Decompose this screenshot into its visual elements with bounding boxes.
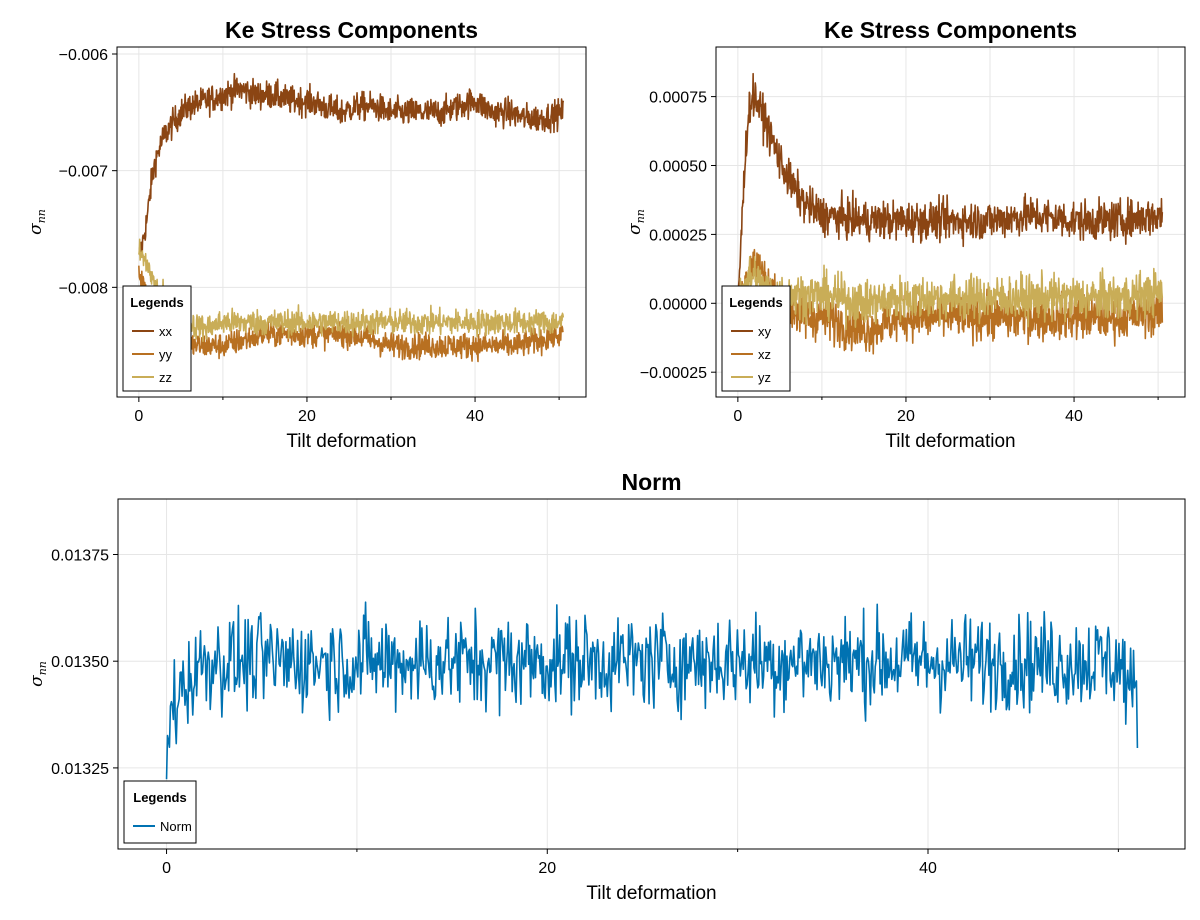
legend-box: [123, 780, 197, 844]
x-tick-label: 40: [466, 408, 484, 425]
x-tick-label: 0: [733, 408, 742, 425]
y-tick-label: 0.00000: [649, 296, 707, 313]
series-line-Norm: [165, 601, 1139, 780]
y-tick-label: −0.00025: [640, 365, 707, 382]
legend: Legends xx yy zz: [122, 285, 192, 392]
plot-frame: [715, 46, 1186, 398]
y-tick-label: 0.01375: [51, 547, 109, 564]
x-tick-label: 40: [1065, 408, 1083, 425]
legend-title: Legends: [729, 295, 782, 310]
chart-title: Ke Stress Components: [824, 17, 1077, 43]
legend-label-xx: xx: [159, 324, 173, 339]
y-tick-label: 0.00025: [649, 227, 707, 244]
chart-title: Ke Stress Components: [225, 17, 478, 43]
y-tick-label: −0.008: [59, 280, 108, 297]
legend-label-xy: xy: [758, 324, 772, 339]
legend-label-yy: yy: [159, 347, 173, 362]
legend-box: [122, 285, 192, 392]
y-tick-label: −0.006: [59, 47, 108, 64]
y-axis-label: σnn: [26, 209, 48, 235]
series-line-yy: [138, 265, 564, 363]
legend: Legends Norm: [123, 780, 197, 844]
x-tick-label: 20: [538, 860, 556, 877]
series-line-zz: [138, 238, 565, 343]
legend-title: Legends: [130, 295, 183, 310]
chart-panel-1: 0 20 40 −0.006 −0.007 −0.008 Ke Stress Compone…: [26, 17, 587, 452]
plot-area: [165, 601, 1139, 780]
legend-label-xz: xz: [758, 347, 771, 362]
plot-area: [138, 72, 565, 363]
x-tick-label: 40: [919, 860, 937, 877]
x-axis-label: Tilt deformation: [286, 431, 416, 452]
x-tick-label: 0: [134, 408, 143, 425]
y-tick-label: 0.00075: [649, 90, 707, 107]
legend-label-Norm: Norm: [160, 819, 192, 834]
y-axis-label: σnn: [625, 209, 647, 235]
y-tick-label: −0.007: [59, 164, 108, 181]
x-axis-label: Tilt deformation: [586, 883, 716, 904]
y-tick-label: 0.00050: [649, 159, 707, 176]
x-tick-label: 20: [298, 408, 316, 425]
legend-title: Legends: [133, 790, 186, 805]
series-line-yz: [737, 255, 1164, 331]
chart-panel-2: 0 20 40 0.00075 0.00050 0.00025 0.00000 −0.0002…: [625, 17, 1186, 452]
series-line-xy: [737, 72, 1164, 303]
legend-label-zz: zz: [159, 370, 172, 385]
plot-frame: [117, 498, 1186, 850]
plot-area: [737, 72, 1164, 355]
legend: Legends xy xz yz: [721, 285, 791, 392]
x-tick-label: 0: [162, 860, 171, 877]
y-tick-label: 0.01350: [51, 654, 109, 671]
y-axis-label: σnn: [27, 661, 49, 687]
legend-box: [721, 285, 791, 392]
x-tick-label: 20: [897, 408, 915, 425]
chart-title: Norm: [621, 469, 681, 495]
y-tick-label: 0.01325: [51, 761, 109, 778]
series-line-xx: [138, 72, 565, 257]
legend-label-yz: yz: [758, 370, 771, 385]
x-axis-label: Tilt deformation: [885, 431, 1015, 452]
chart-panel-3: 0 20 40 0.01375 0.01350 0.01325 Norm Tilt defor…: [27, 469, 1186, 904]
plot-frame: [116, 46, 587, 398]
